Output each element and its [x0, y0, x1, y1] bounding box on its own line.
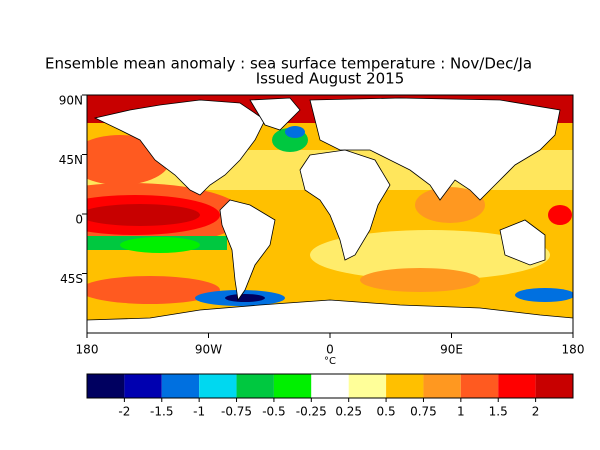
x-tick-label: 180 [562, 343, 585, 357]
colorbar-box [423, 374, 461, 398]
subtitle: Issued August 2015 [256, 70, 405, 88]
colorbar-box [311, 374, 349, 398]
colorbar-box [124, 374, 162, 398]
colorbar-tick-label: -2 [118, 405, 130, 419]
colorbar-tick-label: -1 [193, 405, 205, 419]
colorbar-tick-label: -1.5 [150, 405, 173, 419]
colorbar-box [348, 374, 387, 398]
colorbar-box [460, 374, 499, 398]
unit-label: °C [324, 356, 336, 367]
colorbar-box [273, 374, 312, 398]
y-tick-label: 90N [59, 94, 83, 108]
colorbar-tick-label: -0.25 [296, 405, 327, 419]
colorbar-box [498, 374, 536, 398]
colorbar-box [161, 374, 200, 398]
colorbar-tick-label: -0.5 [262, 405, 285, 419]
colorbar-box [386, 374, 424, 398]
colorbar-box [535, 374, 573, 398]
title: Ensemble mean anomaly : sea surface temp… [45, 55, 532, 73]
colorbar-box [236, 374, 274, 398]
colorbar-tick-label: -0.75 [221, 405, 252, 419]
y-tick-label: 0 [75, 213, 83, 227]
x-tick-label: 180 [76, 343, 99, 357]
y-tick-label: 45N [59, 153, 83, 167]
x-tick-label: 0 [326, 343, 334, 357]
colorbar-tick-label: 0.75 [410, 405, 437, 419]
x-tick-label: 90W [195, 343, 222, 357]
x-tick-label: 90E [440, 343, 463, 357]
map-field [87, 95, 573, 333]
colorbar-tick-label: 0.5 [377, 405, 396, 419]
y-tick-label: 45S [60, 272, 83, 286]
colorbar-tick-label: 2 [532, 405, 540, 419]
colorbar-tick-label: 1 [457, 405, 465, 419]
colorbar-box [87, 374, 125, 398]
colorbar-box [199, 374, 237, 398]
colorbar-tick-label: 1.5 [489, 405, 508, 419]
colorbar-frame [86, 373, 574, 399]
colorbar-tick-label: 0.25 [335, 405, 362, 419]
